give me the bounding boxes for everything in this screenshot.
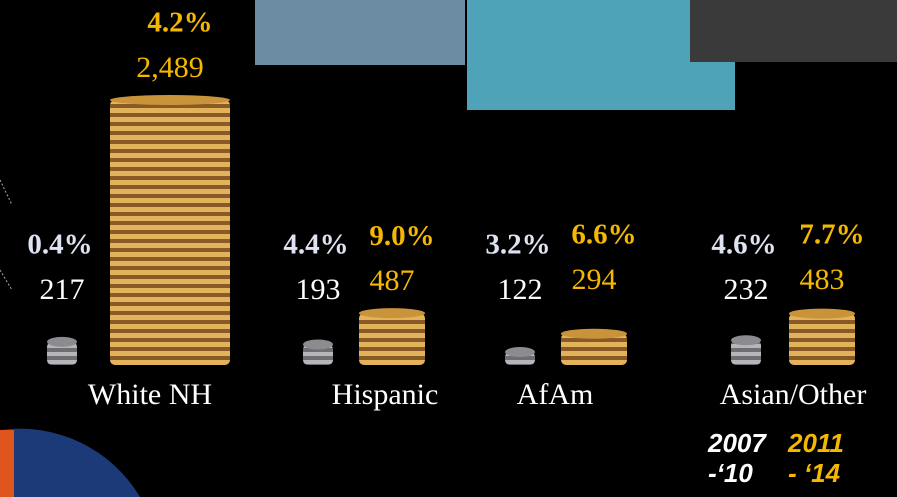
category-label: Asian/Other bbox=[720, 378, 867, 411]
growth-label: 9.0% bbox=[369, 220, 434, 252]
legend-entry: 2007 -‘10 bbox=[708, 428, 766, 488]
value-label: 2,489 bbox=[136, 51, 204, 84]
coin-top bbox=[731, 335, 761, 345]
value-label: 193 bbox=[296, 273, 341, 306]
value-label: 294 bbox=[572, 263, 617, 296]
photo-boat bbox=[255, 0, 465, 65]
growth-label: 3.2% bbox=[485, 229, 550, 261]
coin-top bbox=[110, 95, 230, 105]
coin-top bbox=[47, 337, 77, 347]
growth-label: 7.7% bbox=[799, 219, 864, 251]
growth-label: 4.6% bbox=[711, 229, 776, 261]
category-label: Hispanic bbox=[332, 378, 439, 411]
coin-top bbox=[789, 309, 855, 319]
value-label: 217 bbox=[40, 273, 85, 306]
page: White NH 217 0.4% 2,489 4.2% Hispanic 193 4.4% 4… bbox=[0, 0, 897, 497]
coin-top bbox=[303, 339, 333, 349]
value-label: 232 bbox=[724, 273, 769, 306]
category-label: White NH bbox=[88, 378, 212, 411]
coin-top bbox=[505, 347, 535, 357]
pie-decoration bbox=[0, 429, 140, 497]
growth-label: 0.4% bbox=[27, 229, 92, 261]
decor-line bbox=[0, 180, 12, 205]
growth-label: 6.6% bbox=[571, 219, 636, 251]
coin-stack bbox=[110, 100, 230, 365]
coin-top bbox=[561, 329, 627, 339]
growth-label: 4.2% bbox=[147, 7, 212, 39]
coin-stack bbox=[789, 314, 855, 365]
decor-line bbox=[0, 270, 12, 290]
pie-decoration bbox=[0, 430, 14, 497]
coin-top bbox=[359, 308, 425, 318]
category-label: AfAm bbox=[517, 378, 594, 411]
chart: White NH 217 0.4% 2,489 4.2% Hispanic 193 4.4% 4… bbox=[0, 0, 897, 497]
value-label: 487 bbox=[370, 264, 415, 297]
coin-stack bbox=[359, 313, 425, 365]
photo-pool bbox=[690, 0, 897, 62]
value-label: 122 bbox=[498, 273, 543, 306]
legend-entry: 2011 - ‘14 bbox=[788, 428, 844, 488]
value-label: 483 bbox=[800, 263, 845, 296]
growth-label: 4.4% bbox=[283, 229, 348, 261]
